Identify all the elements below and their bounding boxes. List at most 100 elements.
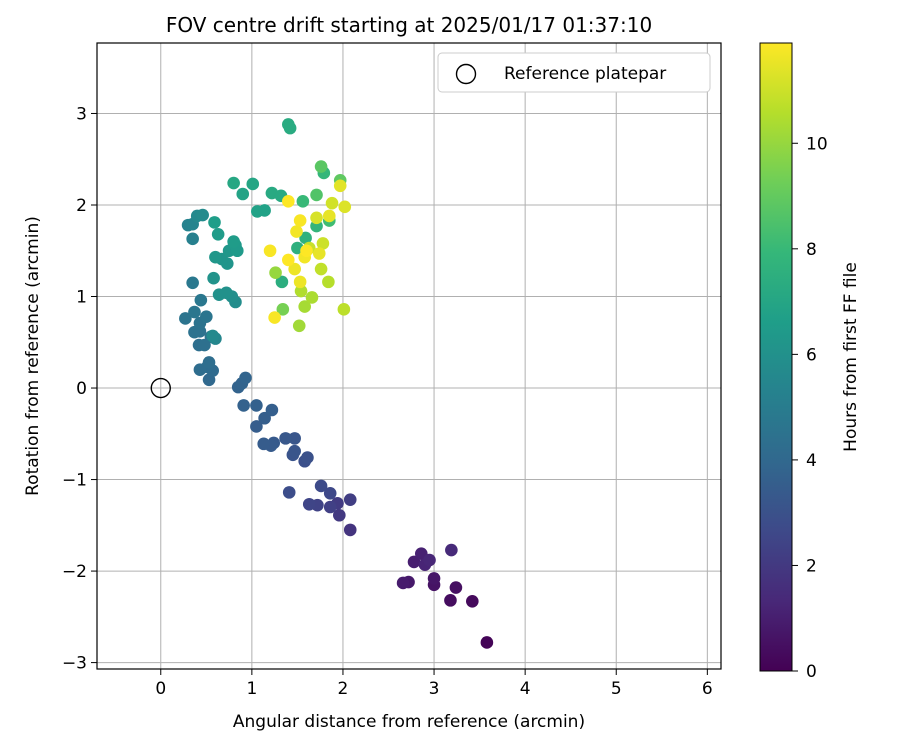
x-tick-label: 0 [155,679,166,699]
data-point [279,432,292,445]
data-point [423,553,436,567]
data-point [337,303,351,316]
data-point [343,493,357,506]
data-point [466,594,479,608]
y-tick-label: 0 [76,379,87,399]
data-point [211,227,225,241]
data-point [445,543,458,557]
legend-entry: Reference platepar [504,64,666,84]
data-point [314,479,328,493]
data-point [263,244,277,258]
data-point [323,486,337,500]
data-point [202,356,216,369]
data-point [258,204,271,217]
data-point [314,160,328,173]
data-point [338,200,352,214]
data-point [288,432,301,445]
colorbar-ticks: 0 2 4 6 8 10 [792,134,828,682]
colorbar: 0 2 4 6 8 10 Hours from first FF file [759,42,861,682]
colorbar-tick-label: 2 [806,556,817,576]
data-point [200,310,213,323]
data-point [179,312,192,325]
data-point [296,195,310,208]
data-point [250,399,263,412]
data-point [239,371,252,385]
data-point [302,497,316,511]
data-point [290,225,303,238]
colorbar-label: Hours from first FF file [841,262,861,452]
data-point [316,237,330,250]
data-point [298,300,311,313]
data-point [396,576,410,590]
data-point [281,195,295,208]
data-point [196,208,209,222]
data-point [258,411,271,425]
data-point [444,594,457,607]
data-point [209,250,222,264]
data-point [282,486,296,499]
data-point [237,399,250,412]
data-point [333,508,346,522]
data-point [194,293,208,307]
y-tick-label: 1 [76,288,87,308]
data-point [227,176,240,190]
data-point [275,275,289,289]
colorbar-tick-label: 0 [806,662,817,682]
data-point [407,555,421,569]
data-point [310,211,323,225]
x-tick-label: 3 [429,679,440,699]
data-point [227,235,240,248]
data-point [292,319,306,333]
data-point [186,276,199,290]
data-point [333,179,347,193]
colorbar-gradient [759,42,793,672]
data-point [281,253,295,267]
data-point [427,572,441,585]
data-point [312,247,326,260]
y-tick-label: −3 [62,654,87,674]
legend-box [437,52,711,93]
data-point [300,244,313,258]
data-point [288,444,301,458]
data-point [325,196,339,210]
data-point [314,262,328,276]
data-point [193,363,207,377]
data-point [236,187,250,201]
x-tick-label: 4 [520,679,531,699]
data-point [310,188,323,202]
data-point [257,437,271,451]
data-point [293,275,307,289]
x-axis-label: Angular distance from reference (arcmin) [233,712,585,732]
data-point [207,271,220,285]
data-point [294,284,308,298]
data-point [186,232,199,246]
data-point [449,581,463,594]
data-point [265,403,279,417]
x-tick-label: 6 [702,679,713,699]
data-point [323,500,337,514]
data-points [179,118,494,649]
colorbar-tick-label: 8 [806,240,817,260]
data-point [283,121,297,135]
data-point [269,266,282,280]
grid-lines [97,43,721,669]
data-point [246,177,260,191]
data-point [299,231,312,245]
y-tick-label: 3 [76,104,87,124]
plot-area [96,42,722,670]
data-point [206,329,219,343]
data-point [301,451,314,464]
colorbar-tick-label: 10 [806,134,828,154]
data-point [480,636,494,649]
data-point [293,214,307,227]
colorbar-tick-label: 4 [806,451,817,471]
data-point [343,523,357,537]
x-axis-ticks: 0 1 2 3 4 5 6 [155,669,713,699]
data-point [276,303,290,316]
legend: Reference platepar [437,52,711,93]
data-point [250,420,263,433]
y-axis-label: Rotation from reference (arcmin) [23,216,43,496]
y-tick-label: −1 [62,471,87,491]
data-point [305,291,319,304]
